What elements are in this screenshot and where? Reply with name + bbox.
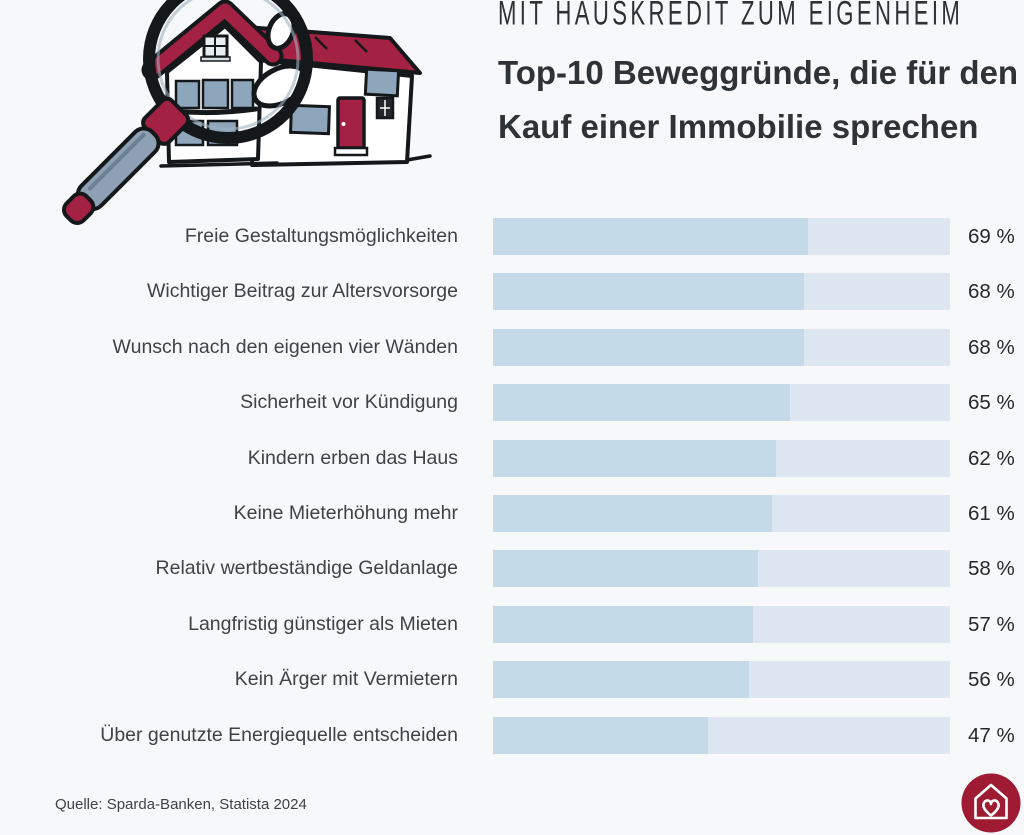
bar-fill: [493, 384, 791, 422]
title-line-2: Kauf einer Immobilie sprechen: [498, 108, 979, 145]
row-label: Über genutzte Energiequelle entscheiden: [100, 723, 458, 746]
bar-row: Über genutzte Energiequelle entscheiden …: [0, 716, 1024, 754]
bar-row: Wichtiger Beitrag zur Altersvorsorge 68 …: [0, 273, 1024, 311]
row-label: Wichtiger Beitrag zur Altersvorsorge: [146, 280, 458, 303]
bar-fill: [493, 494, 772, 532]
source-note: Quelle: Sparda-Banken, Statista 2024: [55, 796, 307, 813]
bar-fill: [493, 273, 804, 311]
row-value: 68 %: [968, 280, 1015, 304]
bar-track: [493, 605, 950, 643]
row-value: 57 %: [968, 612, 1015, 636]
bar-fill: [493, 218, 809, 255]
bar-row: Freie Gestaltungsmöglichkeiten 69 %: [0, 218, 1024, 255]
title-line-1: Top-10 Beweggründe, die für den: [498, 54, 1019, 91]
bar-track: [493, 273, 950, 311]
row-value: 56 %: [968, 668, 1015, 692]
bar-fill: [493, 661, 749, 699]
bar-fill: [493, 439, 777, 477]
bar-fill: [493, 605, 754, 643]
bar-fill: [493, 328, 804, 366]
row-label: Relativ wertbeständige Geldanlage: [155, 557, 458, 580]
bar-row: Keine Mieterhöhung mehr 61 %: [0, 494, 1024, 532]
bar-track: [493, 716, 950, 754]
page-title: Top-10 Beweggründe, die für den Kauf ein…: [498, 46, 1018, 154]
bar-track: [493, 218, 950, 255]
bar-track: [493, 661, 950, 699]
bar-track: [493, 328, 950, 366]
row-value: 65 %: [968, 391, 1015, 415]
row-value: 58 %: [968, 557, 1015, 581]
bar-row: Relativ wertbeständige Geldanlage 58 %: [0, 550, 1024, 588]
row-value: 61 %: [968, 501, 1015, 525]
house-with-heart-icon: [961, 773, 1021, 833]
bar-row: Langfristig günstiger als Mieten 57 %: [0, 605, 1024, 643]
row-value: 68 %: [968, 335, 1015, 359]
row-label: Keine Mieterhöhung mehr: [233, 501, 458, 524]
bar-row: Wunsch nach den eigenen vier Wänden 68 %: [0, 328, 1024, 366]
bar-rows: Freie Gestaltungsmöglichkeiten 69 % Wich…: [0, 218, 1024, 754]
row-label: Wunsch nach den eigenen vier Wänden: [112, 335, 458, 358]
bar-row: Kindern erben das Haus 62 %: [0, 439, 1024, 477]
bar-track: [493, 384, 950, 422]
row-label: Kein Ärger mit Vermietern: [234, 668, 458, 691]
bar-row: Sicherheit vor Kündigung 65 %: [0, 384, 1024, 422]
magnifying-glass-over-house-icon: [62, 0, 432, 225]
row-value: 47 %: [968, 723, 1015, 747]
bar-track: [493, 494, 950, 532]
row-label: Kindern erben das Haus: [247, 446, 458, 469]
row-label: Sicherheit vor Kündigung: [240, 391, 458, 414]
bar-row: Kein Ärger mit Vermietern 56 %: [0, 661, 1024, 699]
row-value: 62 %: [968, 446, 1015, 470]
row-label: Freie Gestaltungsmöglichkeiten: [184, 225, 458, 247]
bar-fill: [493, 550, 759, 588]
bar-track: [493, 550, 950, 588]
row-value: 69 %: [968, 225, 1015, 248]
bar-track: [493, 439, 950, 477]
bar-fill: [493, 716, 708, 754]
row-label: Langfristig günstiger als Mieten: [188, 612, 458, 635]
eyebrow-tagline: MIT HAUSKREDIT ZUM EIGENHEIM: [498, 0, 964, 33]
